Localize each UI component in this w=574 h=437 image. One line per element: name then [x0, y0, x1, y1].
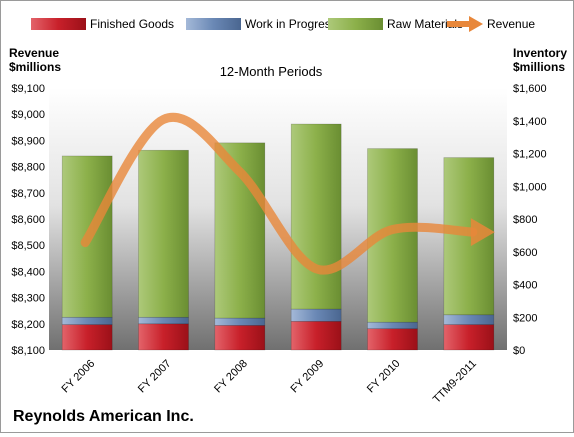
left-axis: $8,100 $8,200 $8,300 $8,400 $8,500 $8,600 $8,7…: [11, 83, 45, 357]
left-tick-label: $8,300: [11, 293, 45, 305]
left-tick-label: $8,700: [11, 188, 45, 200]
left-tick-label: $8,400: [11, 266, 45, 278]
chart-title: 12-Month Periods: [220, 64, 323, 79]
revenue-line-path: [80, 112, 478, 275]
right-axis: $0 $200 $400 $600 $800 $1,000 $1,200 $1,400 $1,6…: [513, 83, 547, 357]
x-tick-label: FY 2008: [212, 358, 250, 396]
left-tick-label: $8,100: [11, 345, 45, 357]
legend-swatch-work-in-progress: [186, 18, 241, 30]
right-tick-label: $800: [513, 214, 537, 226]
right-tick-label: $1,400: [513, 116, 547, 128]
x-tick-label: FY 2010: [365, 358, 403, 396]
x-tick-label: TTM9-2011: [431, 358, 479, 406]
legend-arrow-revenue: [469, 16, 483, 32]
revenue-line-arrowhead: [470, 218, 495, 247]
right-tick-label: $200: [513, 312, 537, 324]
left-axis-title-line1: Revenue: [9, 46, 59, 60]
legend-item-revenue: Revenue: [447, 16, 535, 32]
right-tick-label: $1,000: [513, 181, 547, 193]
legend-item-finished-goods: Finished Goods: [31, 17, 174, 31]
bar-finished-goods-ttm9-2011: [443, 324, 495, 351]
right-tick-label: $0: [513, 345, 525, 357]
left-tick-label: $9,100: [11, 83, 45, 95]
legend-item-raw-materials: Raw Materials: [328, 17, 463, 31]
bar-work-in-progress-fy-2007: [138, 316, 189, 325]
right-tick-label: $1,600: [513, 83, 547, 95]
legend-item-work-in-progress: Work in Progress: [186, 17, 337, 31]
revenue-line: [80, 112, 495, 275]
left-tick-label: $9,000: [11, 109, 45, 121]
right-axis-title-line1: Inventory: [513, 46, 567, 60]
left-tick-label: $8,200: [11, 319, 45, 331]
company-name: Reynolds American Inc.: [13, 408, 194, 425]
bar-finished-goods-fy-2007: [138, 323, 189, 351]
bar-finished-goods-fy-2008: [214, 325, 266, 351]
bar-work-in-progress-fy-2010: [367, 321, 418, 330]
right-axis-title-line2: $millions: [513, 60, 565, 74]
legend-label-work-in-progress: Work in Progress: [245, 17, 337, 31]
bar-work-in-progress-ttm9-2011: [443, 314, 495, 325]
bar-finished-goods-fy-2009: [290, 321, 342, 351]
legend: Finished Goods Work in Progress Raw Mate…: [31, 16, 535, 32]
bar-finished-goods-fy-2010: [367, 328, 418, 351]
x-tick-label: FY 2007: [136, 358, 174, 396]
x-tick-label: FY 2006: [60, 358, 98, 396]
bar-raw-materials-fy-2009: [290, 123, 342, 310]
legend-label-raw-materials: Raw Materials: [387, 17, 463, 31]
x-axis: FY 2006 FY 2007 FY 2008 FY 2009 FY 2010 TTM9-…: [60, 358, 479, 406]
right-tick-label: $1,200: [513, 149, 547, 161]
left-tick-label: $8,500: [11, 240, 45, 252]
x-tick-label: FY 2009: [289, 358, 327, 396]
bar-work-in-progress-fy-2006: [61, 316, 113, 325]
legend-label-revenue: Revenue: [487, 17, 535, 31]
bar-work-in-progress-fy-2008: [214, 317, 266, 326]
bar-raw-materials-fy-2007: [138, 149, 189, 318]
bar-work-in-progress-fy-2009: [290, 308, 342, 322]
left-tick-label: $8,800: [11, 162, 45, 174]
left-tick-label: $8,900: [11, 135, 45, 147]
left-axis-title-line2: $millions: [9, 60, 61, 74]
left-tick-label: $8,600: [11, 214, 45, 226]
bar-finished-goods-fy-2006: [61, 324, 113, 351]
legend-label-finished-goods: Finished Goods: [90, 17, 174, 31]
legend-swatch-raw-materials: [328, 18, 383, 30]
legend-swatch-finished-goods: [31, 18, 86, 30]
right-tick-label: $400: [513, 280, 537, 292]
right-tick-label: $600: [513, 247, 537, 259]
